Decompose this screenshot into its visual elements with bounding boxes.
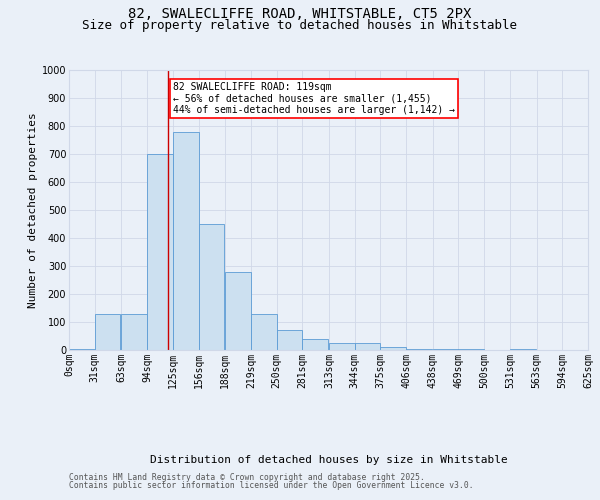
Bar [380, 347, 406, 350]
Text: Size of property relative to detached houses in Whitstable: Size of property relative to detached ho… [83, 18, 517, 32]
Bar [95, 314, 121, 350]
Y-axis label: Number of detached properties: Number of detached properties [28, 112, 38, 308]
Bar [147, 154, 173, 350]
Bar [173, 132, 199, 350]
Bar [251, 314, 277, 350]
Bar [510, 348, 536, 350]
Text: Contains public sector information licensed under the Open Government Licence v3: Contains public sector information licen… [69, 482, 473, 490]
Bar [277, 330, 302, 350]
Bar [121, 314, 147, 350]
Bar [355, 343, 380, 350]
Bar [302, 339, 328, 350]
Bar [433, 348, 458, 350]
Bar [69, 348, 95, 350]
Bar [225, 272, 251, 350]
Bar [406, 348, 432, 350]
Text: 82 SWALECLIFFE ROAD: 119sqm
← 56% of detached houses are smaller (1,455)
44% of : 82 SWALECLIFFE ROAD: 119sqm ← 56% of det… [173, 82, 455, 115]
Bar [329, 343, 355, 350]
Bar [458, 348, 484, 350]
X-axis label: Distribution of detached houses by size in Whitstable: Distribution of detached houses by size … [149, 454, 508, 464]
Text: Contains HM Land Registry data © Crown copyright and database right 2025.: Contains HM Land Registry data © Crown c… [69, 472, 425, 482]
Bar [199, 224, 224, 350]
Text: 82, SWALECLIFFE ROAD, WHITSTABLE, CT5 2PX: 82, SWALECLIFFE ROAD, WHITSTABLE, CT5 2P… [128, 8, 472, 22]
